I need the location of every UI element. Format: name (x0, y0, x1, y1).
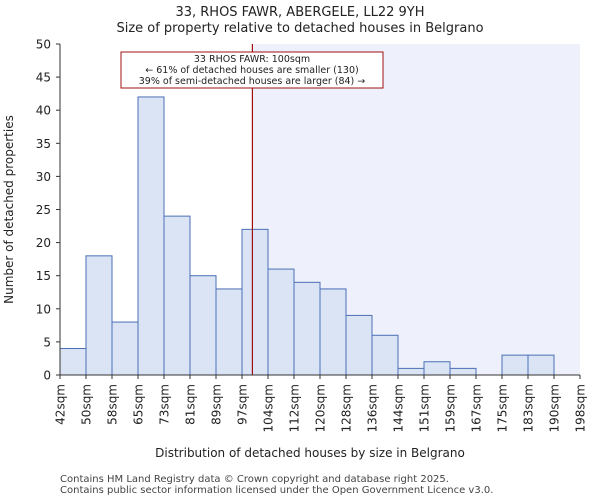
bar-151sqm (423, 361, 451, 376)
x-tick-label: 120sqm (314, 384, 328, 432)
x-tick-label: 97sqm (236, 384, 250, 425)
bar-50sqm (85, 255, 113, 376)
y-tick-label: 5 (43, 335, 51, 349)
bar-104sqm (267, 268, 295, 376)
x-tick-label: 198sqm (574, 384, 588, 432)
y-tick-label: 20 (36, 236, 51, 250)
x-tick-label: 104sqm (262, 384, 276, 432)
annotation-box: 33 RHOS FAWR: 100sqm ← 61% of detached h… (120, 51, 384, 89)
bar-89sqm (215, 288, 243, 376)
bar-112sqm (293, 281, 321, 376)
bar-144sqm (397, 367, 425, 376)
y-tick-label: 0 (43, 369, 51, 383)
x-tick-label: 183sqm (522, 384, 536, 432)
bar-73sqm (163, 215, 191, 376)
annotation-line-2: ← 61% of detached houses are smaller (13… (145, 65, 358, 76)
chart-title: 33, RHOS FAWR, ABERGELE, LL22 9YH (175, 5, 425, 20)
x-tick-label: 81sqm (184, 384, 198, 425)
y-tick-label: 25 (36, 203, 51, 217)
bar-97sqm (241, 228, 269, 376)
y-tick-label: 35 (36, 137, 51, 151)
y-axis-label: Number of detached properties (2, 115, 16, 304)
y-tick-label: 10 (36, 302, 51, 316)
bar-183sqm (527, 354, 555, 376)
x-tick-label: 190sqm (548, 384, 562, 432)
axes-group: 0 5 10 15 20 25 30 35 40 45 50 42sqm 50sqm 58sqm 65sqm… (36, 38, 588, 433)
x-tick-label: 136sqm (366, 384, 380, 432)
x-tick-label: 175sqm (496, 384, 510, 432)
x-axis-label: Distribution of detached houses by size … (155, 446, 465, 460)
y-tick-label: 40 (36, 104, 51, 118)
bar-128sqm (345, 314, 373, 376)
y-tick-label: 15 (36, 269, 51, 283)
annotation-frame (120, 51, 384, 89)
x-tick-label: 58sqm (106, 384, 120, 425)
bar-81sqm (189, 275, 217, 376)
x-tick-label: 167sqm (470, 384, 484, 432)
bars-group (59, 96, 555, 376)
x-tick-label: 128sqm (340, 384, 354, 432)
bar-136sqm (371, 334, 399, 376)
bar-58sqm (111, 321, 139, 376)
x-tick-label: 159sqm (444, 384, 458, 432)
annotation-line-1: 33 RHOS FAWR: 100sqm (194, 54, 310, 65)
x-tick-label: 42sqm (54, 384, 68, 425)
x-tick-label: 151sqm (418, 384, 432, 432)
bar-42sqm (59, 348, 87, 376)
chart-subtitle: Size of property relative to detached ho… (116, 21, 484, 36)
x-tick-label: 144sqm (392, 384, 406, 432)
footer-line-2: Contains public sector information licen… (60, 485, 494, 496)
x-tick-label: 65sqm (132, 384, 146, 425)
y-tick-label: 45 (36, 71, 51, 85)
footer-line-1: Contains HM Land Registry data © Crown c… (60, 474, 449, 485)
bar-175sqm (501, 354, 529, 376)
x-tick-label: 112sqm (288, 384, 302, 432)
bar-159sqm (449, 367, 477, 376)
y-tick-label: 30 (36, 170, 51, 184)
x-tick-label: 50sqm (80, 384, 94, 425)
bar-65sqm (137, 96, 165, 376)
bar-120sqm (319, 288, 347, 376)
annotation-line-3: 39% of semi-detached houses are larger (… (139, 76, 366, 87)
x-tick-label: 73sqm (158, 384, 172, 425)
x-tick-label: 89sqm (210, 384, 224, 425)
y-tick-label: 50 (36, 38, 51, 52)
